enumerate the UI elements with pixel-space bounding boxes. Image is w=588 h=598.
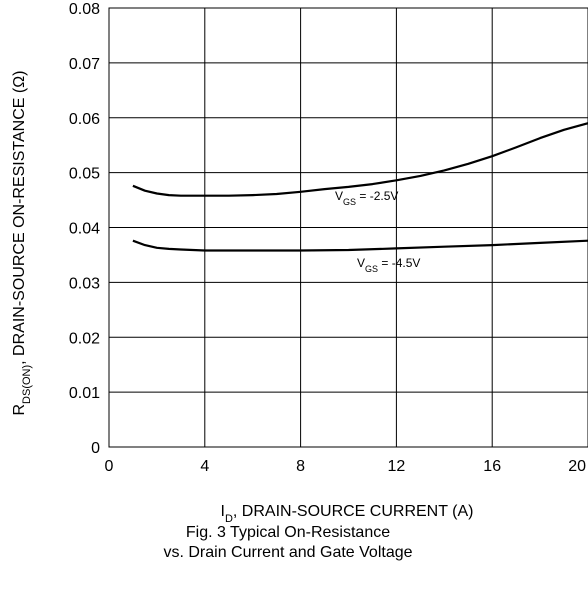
series-label-main: V — [357, 256, 365, 270]
x-tick-label-1: 4 — [200, 458, 209, 475]
x-axis-label-main: I — [220, 503, 224, 520]
y-tick-label-4: 0.04 — [69, 221, 100, 238]
series-label-sub: GS — [343, 197, 356, 207]
series-label-vgs-4-5v: VGS = -4.5V — [357, 256, 420, 274]
y-axis-label-sub: DS(ON) — [21, 365, 33, 404]
series-label-vgs-2-5v: VGS = -2.5V — [335, 189, 398, 207]
plot-frame — [108, 7, 588, 448]
x-axis-label-rest: , DRAIN-SOURCE CURRENT (A) — [233, 503, 474, 520]
y-tick-labels: 0 0.01 0.02 0.03 0.04 0.05 0.06 0.07 0.08 — [69, 1, 100, 457]
figure-caption-line-1: Fig. 3 Typical On-Resistance — [186, 524, 390, 541]
x-tick-label-3: 12 — [388, 458, 406, 475]
y-tick-label-5: 0.05 — [69, 166, 100, 183]
series-label-sub: GS — [365, 264, 378, 274]
y-axis-label-main: R — [11, 404, 28, 416]
x-tick-labels: 0 4 8 12 16 20 — [105, 458, 587, 475]
x-tick-label-2: 8 — [296, 458, 305, 475]
grid — [108, 7, 588, 448]
y-tick-label-2: 0.02 — [69, 330, 100, 347]
y-axis-label-rest: , DRAIN-SOURCE ON-RESISTANCE (Ω) — [11, 70, 28, 364]
x-axis-label: ID, DRAIN-SOURCE CURRENT (A) — [220, 503, 473, 525]
y-tick-label-1: 0.01 — [69, 385, 100, 402]
x-tick-label-5: 20 — [568, 458, 586, 475]
x-tick-label-0: 0 — [105, 458, 114, 475]
series-label-rest: = -4.5V — [378, 256, 420, 270]
figure-caption-line-2: vs. Drain Current and Gate Voltage — [163, 544, 412, 561]
x-tick-label-4: 16 — [483, 458, 501, 475]
y-tick-label-0: 0 — [91, 440, 100, 457]
y-tick-label-8: 0.08 — [69, 1, 100, 18]
y-tick-label-3: 0.03 — [69, 275, 100, 292]
y-tick-label-6: 0.06 — [69, 111, 100, 128]
series-line-1 — [132, 239, 588, 252]
series-label-rest: = -2.5V — [356, 189, 398, 203]
y-axis-label: RDS(ON), DRAIN-SOURCE ON-RESISTANCE (Ω) — [11, 70, 33, 415]
y-tick-label-7: 0.07 — [69, 56, 100, 73]
series-label-main: V — [335, 189, 343, 203]
x-axis-label-sub: D — [225, 513, 233, 525]
series-line-0 — [132, 122, 588, 197]
curves — [132, 122, 588, 252]
